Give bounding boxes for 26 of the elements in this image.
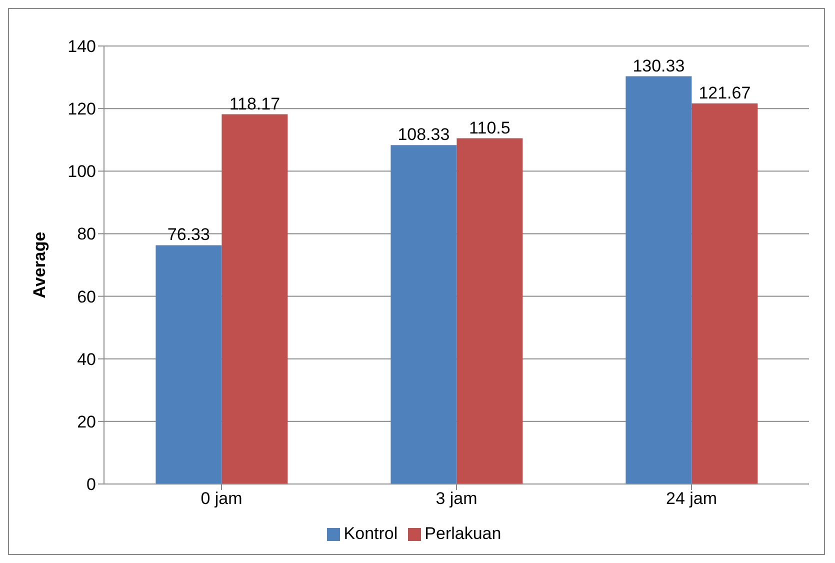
x-tick-label: 3 jam xyxy=(436,489,478,508)
bar xyxy=(692,103,758,484)
y-axis-title: Average xyxy=(30,232,50,298)
data-label: 76.33 xyxy=(167,225,210,244)
y-tick-label: 0 xyxy=(86,475,96,494)
x-tick-label: 0 jam xyxy=(200,489,242,508)
legend-label: Kontrol xyxy=(344,524,398,543)
data-label: 118.17 xyxy=(229,94,280,114)
bar xyxy=(222,114,288,484)
bar xyxy=(626,76,692,484)
y-tick-label: 60 xyxy=(77,287,96,306)
bar xyxy=(156,245,222,484)
legend-label: Perlakuan xyxy=(424,524,502,543)
data-label: 121.67 xyxy=(698,83,751,102)
y-tick-label: 80 xyxy=(77,224,96,244)
y-tick-label: 120 xyxy=(68,100,96,119)
y-tick-label: 20 xyxy=(77,412,96,432)
y-tick-label: 140 xyxy=(68,37,96,56)
bar xyxy=(390,145,457,484)
x-tick-label: 24 jam xyxy=(666,489,718,508)
data-label: 110.5 xyxy=(469,118,510,138)
y-tick-label: 40 xyxy=(77,350,96,369)
y-tick-label: 100 xyxy=(68,162,96,182)
data-label: 130.33 xyxy=(632,56,685,76)
data-label: 108.33 xyxy=(398,125,450,144)
bar xyxy=(456,138,523,484)
